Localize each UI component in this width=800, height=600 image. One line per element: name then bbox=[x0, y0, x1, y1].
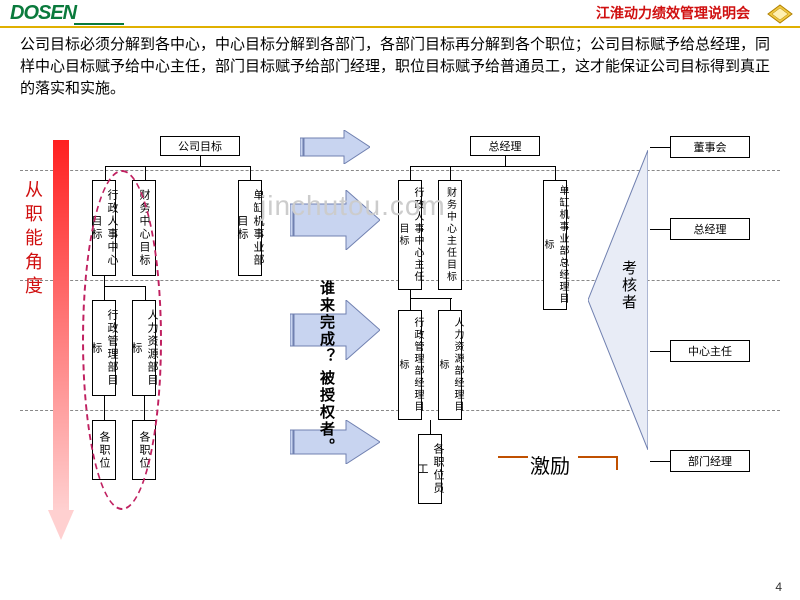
ellipse-highlight bbox=[82, 170, 162, 510]
box-r2: 总经理 bbox=[670, 218, 750, 240]
conn bbox=[505, 156, 506, 166]
center-q1: 谁来完成？ bbox=[316, 280, 337, 365]
logo-line bbox=[74, 23, 124, 25]
center-q2: 被授权者。 bbox=[316, 370, 337, 455]
conn bbox=[410, 290, 411, 298]
jili-line bbox=[578, 456, 618, 458]
box-r4: 部门经理 bbox=[670, 450, 750, 472]
conn bbox=[410, 166, 411, 180]
conn bbox=[105, 166, 106, 180]
kaohe-label: 考核者 bbox=[618, 260, 639, 311]
conn bbox=[450, 166, 451, 180]
conn bbox=[650, 229, 670, 230]
box-c2-l2c: 单缸机事业部总经理目标 bbox=[543, 180, 567, 310]
box-c2-l3a: 行政管理部经理目标 bbox=[398, 310, 422, 420]
conn bbox=[450, 298, 451, 310]
jili-label: 激励 bbox=[530, 450, 570, 479]
big-arrow-1 bbox=[300, 130, 370, 164]
side-label: 从职能角度 bbox=[20, 180, 46, 300]
conn bbox=[430, 420, 431, 434]
jili-line2 bbox=[616, 456, 618, 470]
conn bbox=[410, 298, 411, 310]
conn bbox=[410, 166, 555, 167]
red-down-arrow bbox=[48, 140, 74, 540]
logo: DOSEN bbox=[10, 2, 124, 25]
conn bbox=[145, 166, 146, 180]
conn bbox=[105, 166, 250, 167]
header: DOSEN 江淮动力绩效管理说明会 bbox=[0, 0, 800, 28]
box-c2-l2b: 财务中心主任目标 bbox=[438, 180, 462, 290]
intro-text: 公司目标必须分解到各中心，中心目标分解到各部门，各部门目标再分解到各个职位；公司… bbox=[0, 28, 800, 104]
box-c2-l3b: 人力资源部经理目标 bbox=[438, 310, 462, 420]
box-c2-l4: 各职位员工 bbox=[418, 434, 442, 504]
dashline-1 bbox=[20, 170, 780, 171]
box-r1: 董事会 bbox=[670, 136, 750, 158]
box-c2-l2a: 行政人事中心主任目标 bbox=[398, 180, 422, 290]
page-number: 4 bbox=[775, 580, 782, 594]
box-r3: 中心主任 bbox=[670, 340, 750, 362]
box-gm: 总经理 bbox=[470, 136, 540, 156]
logo-text: DOSEN bbox=[10, 2, 76, 24]
conn bbox=[650, 147, 670, 148]
conn bbox=[200, 156, 201, 166]
big-arrow-2 bbox=[290, 190, 380, 250]
badge-icon bbox=[766, 3, 794, 25]
conn bbox=[250, 166, 251, 180]
conn bbox=[555, 166, 556, 180]
box-l2c: 单缸机事业部目标 bbox=[238, 180, 262, 276]
box-company-goal: 公司目标 bbox=[160, 136, 240, 156]
jili-line3 bbox=[498, 456, 528, 458]
conn bbox=[650, 351, 670, 352]
conn bbox=[410, 298, 452, 299]
conn bbox=[650, 461, 670, 462]
diagram: 从职能角度 公司目标 行政人事中心目标 财务中心目标 单缸机事业部目标 行政管理… bbox=[0, 130, 800, 570]
header-title: 江淮动力绩效管理说明会 bbox=[596, 3, 750, 23]
